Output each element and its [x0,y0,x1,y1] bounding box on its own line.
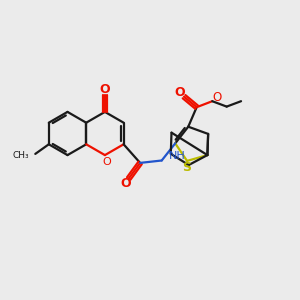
Text: NH: NH [169,151,185,161]
Text: O: O [212,91,222,104]
Text: O: O [120,177,131,190]
Text: O: O [100,82,110,96]
Text: CH₃: CH₃ [12,151,29,160]
Text: O: O [174,86,185,99]
Text: O: O [102,157,111,167]
Text: S: S [183,161,192,174]
